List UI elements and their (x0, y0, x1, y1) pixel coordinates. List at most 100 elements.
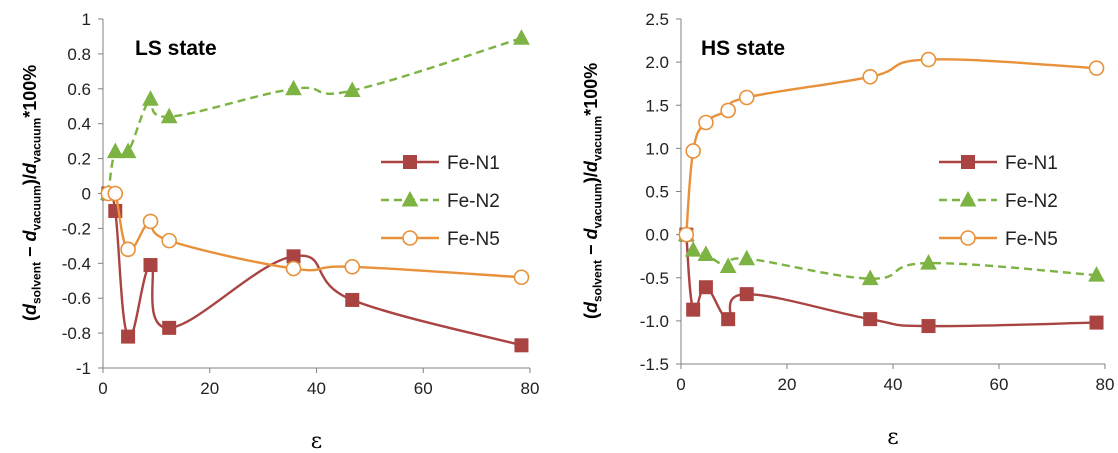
x-tick-label: 20 (200, 379, 219, 398)
data-point (1088, 266, 1105, 282)
legend-item-fe-n1: Fe-N1 (381, 153, 500, 174)
y-tick-label: -0.4 (62, 254, 91, 273)
data-point (698, 114, 714, 131)
x-tick-label: 60 (414, 379, 433, 398)
data-point (143, 258, 158, 273)
legend-marker (960, 230, 976, 246)
legend-item-fe-n2: Fe-N2 (381, 190, 500, 212)
data-point (719, 257, 737, 274)
data-point (1088, 60, 1105, 76)
data-point (285, 79, 302, 96)
y-tick-label: -0.2 (62, 219, 91, 238)
data-point (697, 245, 715, 261)
y-tick-label: 2.5 (645, 10, 669, 29)
x-tick-label: 40 (884, 375, 903, 394)
hs-state-chart-panel: -1.5 -1.0 -0.5 0.0 0.5 1.0 1.5 2.0 2.5 0 20 40 60 80 ε… (559, 0, 1118, 453)
y-axis-label: (dsolvent − dvacuum)/dvacuum*100% (20, 64, 44, 321)
series-fe-n5 (678, 51, 1105, 243)
legend-marker (403, 155, 417, 169)
data-point (920, 254, 937, 270)
legend: Fe-N1 Fe-N2 Fe-N5 (381, 153, 500, 250)
y-tick-label: 1 (82, 10, 91, 29)
data-point (142, 213, 159, 230)
data-point (345, 292, 360, 307)
y-tick-label: -0.5 (640, 269, 669, 288)
x-tick-label: 20 (778, 375, 797, 394)
y-tick-label: 2.0 (645, 53, 669, 72)
data-point (120, 241, 136, 258)
data-point (513, 269, 530, 286)
legend: Fe-N1 Fe-N2 Fe-N5 (939, 153, 1058, 250)
data-point (513, 29, 530, 45)
legend-label: Fe-N2 (1005, 191, 1058, 212)
y-tick-label: 0 (82, 185, 91, 204)
data-point (698, 280, 713, 295)
data-point (684, 241, 702, 257)
legend-item-fe-n2: Fe-N2 (939, 190, 1058, 212)
data-point (1089, 315, 1104, 330)
x-tick-label: 40 (307, 379, 326, 398)
legend-label: Fe-N5 (447, 229, 500, 250)
y-tick-label: 0.8 (67, 45, 91, 64)
data-point (161, 232, 177, 249)
x-axis-label: ε (887, 425, 898, 450)
data-point (344, 258, 361, 275)
y-tick-label: -1.5 (640, 355, 669, 374)
legend-marker (961, 155, 975, 169)
legend-label: Fe-N2 (447, 191, 500, 212)
y-axis-label: (dsolvent − dvacuum)/dvacuum*100% (581, 62, 605, 319)
legend-marker (959, 190, 977, 207)
data-point (921, 319, 936, 334)
data-point (162, 320, 177, 335)
legend-item-fe-n5: Fe-N5 (381, 229, 500, 250)
y-tick-label: 0.0 (645, 226, 669, 245)
data-point (721, 312, 736, 327)
y-tick-label: 1.0 (645, 139, 669, 158)
y-tick-label: 1.5 (645, 96, 669, 115)
chart-title: HS state (701, 37, 785, 60)
data-point (107, 185, 124, 202)
y-tick-label: 0.2 (67, 150, 91, 169)
data-point (119, 142, 137, 159)
legend-label: Fe-N5 (1005, 229, 1058, 250)
x-tick-label: 60 (990, 375, 1009, 394)
x-tick-label: 80 (1096, 375, 1115, 394)
data-point (121, 329, 136, 344)
y-tick-label: 0.4 (67, 115, 91, 134)
legend-label: Fe-N1 (1005, 153, 1058, 174)
x-tick-label: 0 (676, 375, 685, 394)
data-point (738, 89, 755, 106)
data-point (720, 102, 736, 119)
data-point (861, 269, 879, 286)
data-point (863, 312, 878, 327)
ls-state-chart: -1 -0.8 -0.6 -0.4 -0.2 0 0.2 0.4 0.6 0.8 1 0 20 40 60 8… (62, 10, 540, 453)
data-point (106, 142, 124, 159)
y-tick-label: -1 (76, 359, 91, 378)
data-point (514, 338, 529, 353)
y-tick-label: 0.6 (67, 80, 91, 99)
data-point (686, 302, 701, 317)
ls-state-chart-panel: -1 -0.8 -0.6 -0.4 -0.2 0 0.2 0.4 0.6 0.8 1 0 20 40 60 8… (20, 10, 540, 453)
data-point (862, 68, 879, 85)
data-point (142, 90, 159, 106)
legend-marker (402, 230, 418, 246)
data-point (738, 249, 756, 266)
x-axis-label: ε (311, 429, 322, 453)
series-fe-n2 (677, 225, 1105, 286)
data-point (678, 226, 695, 243)
series-fe-n5 (100, 185, 530, 286)
hs-state-chart: -1.5 -1.0 -0.5 0.0 0.5 1.0 1.5 2.0 2.5 0 20 40 60 80 ε… (640, 10, 1115, 450)
x-tick-label: 0 (98, 379, 107, 398)
legend-item-fe-n5: Fe-N5 (939, 229, 1058, 250)
chart-title: LS state (135, 37, 217, 60)
legend-marker (401, 190, 419, 207)
x-tick-label: 80 (521, 379, 540, 398)
legend-label: Fe-N1 (447, 153, 500, 174)
y-tick-label: 0.5 (645, 183, 669, 202)
data-point (920, 51, 937, 68)
data-point (739, 287, 754, 302)
y-tick-label: -0.6 (62, 289, 91, 308)
legend-item-fe-n1: Fe-N1 (939, 153, 1058, 174)
data-point (160, 107, 178, 124)
y-tick-label: -0.8 (62, 324, 91, 343)
